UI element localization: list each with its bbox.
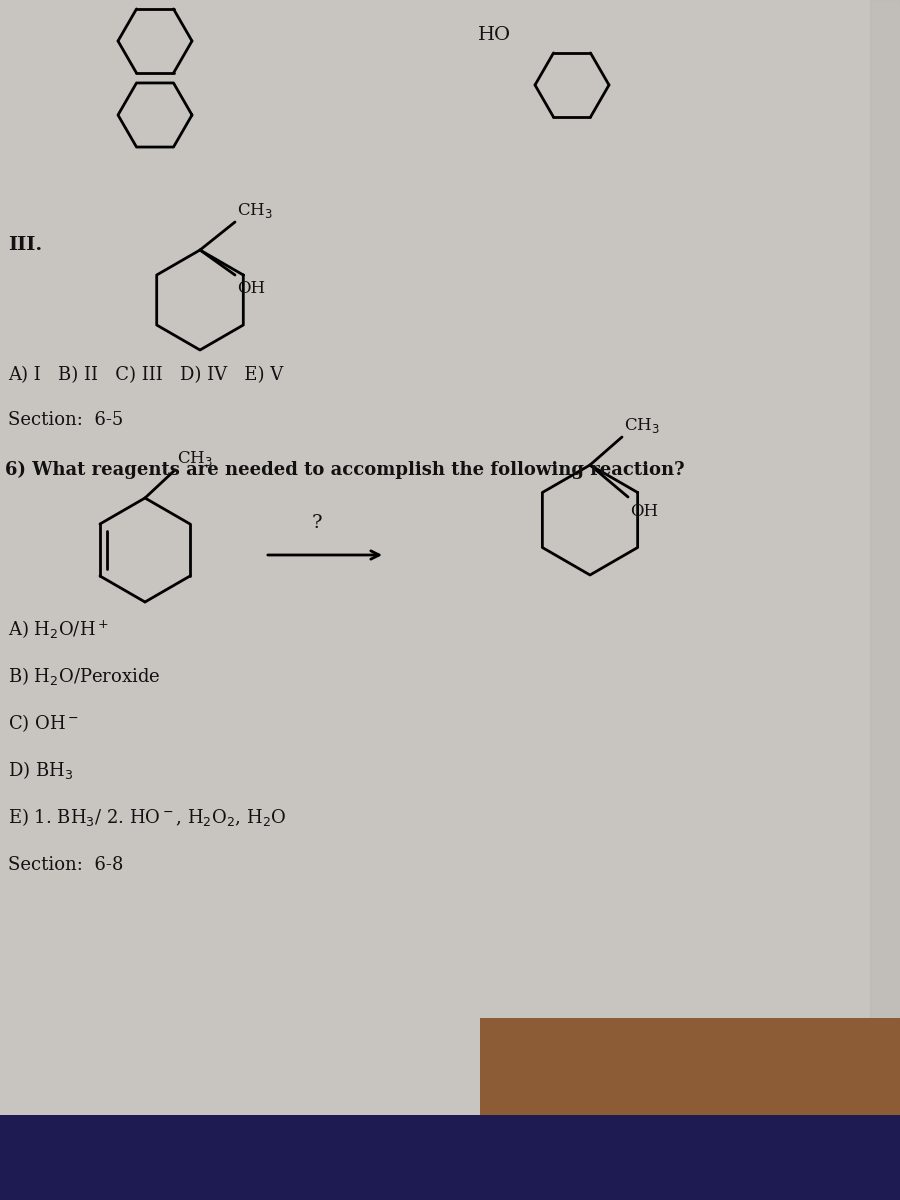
Text: OH: OH xyxy=(237,280,266,298)
Text: CH$_3$: CH$_3$ xyxy=(177,449,213,468)
Text: CH$_3$: CH$_3$ xyxy=(624,416,660,434)
Text: A) H$_2$O/H$^+$: A) H$_2$O/H$^+$ xyxy=(8,618,109,640)
Text: 6) What reagents are needed to accomplish the following reaction?: 6) What reagents are needed to accomplis… xyxy=(5,461,685,479)
Bar xyxy=(0,1115,900,1200)
Bar xyxy=(480,1018,900,1118)
Text: Section:  6-5: Section: 6-5 xyxy=(8,410,123,428)
Text: D) BH$_3$: D) BH$_3$ xyxy=(8,758,73,781)
Text: E) 1. BH$_3$/ 2. HO$^-$, H$_2$O$_2$, H$_2$O: E) 1. BH$_3$/ 2. HO$^-$, H$_2$O$_2$, H$_… xyxy=(8,806,286,828)
Text: CH$_3$: CH$_3$ xyxy=(237,202,273,220)
Text: A) I   B) II   C) III   D) IV   E) V: A) I B) II C) III D) IV E) V xyxy=(8,366,284,384)
Text: III.: III. xyxy=(8,236,42,254)
Text: HO: HO xyxy=(478,26,511,44)
Text: C) OH$^-$: C) OH$^-$ xyxy=(8,712,79,734)
Text: ?: ? xyxy=(312,514,322,532)
Text: Section:  6-8: Section: 6-8 xyxy=(8,856,123,874)
Text: OH: OH xyxy=(630,503,658,520)
Text: B) H$_2$O/Peroxide: B) H$_2$O/Peroxide xyxy=(8,665,160,686)
